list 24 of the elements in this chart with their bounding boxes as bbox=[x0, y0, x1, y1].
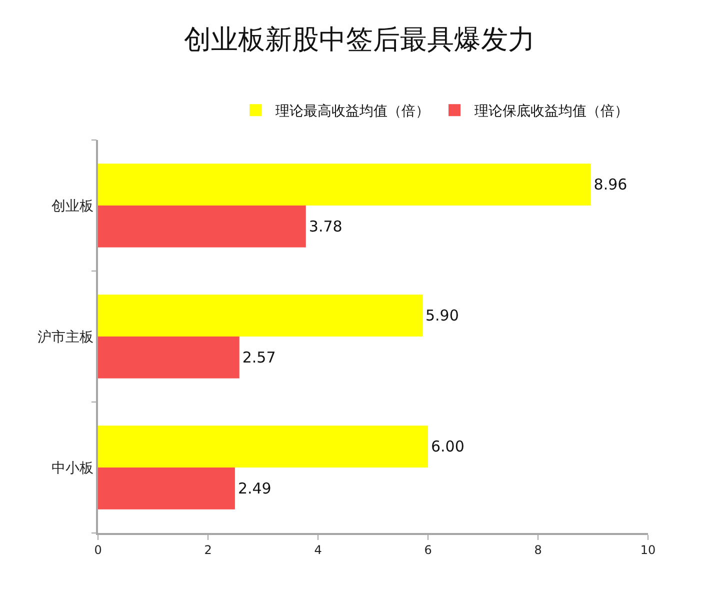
x-tick-label: 10 bbox=[640, 543, 656, 558]
bar bbox=[98, 294, 422, 336]
bar bbox=[98, 426, 428, 468]
data-label: 2.57 bbox=[242, 348, 276, 366]
y-tick-label: 沪市主板 bbox=[37, 329, 94, 346]
bar bbox=[98, 336, 240, 378]
y-tick-label: 创业板 bbox=[51, 198, 94, 214]
x-tick-label: 0 bbox=[94, 543, 102, 558]
x-tick-label: 6 bbox=[424, 543, 432, 558]
y-tick-label: 中小板 bbox=[51, 460, 94, 476]
legend-label: 理论最高收益均值（倍） bbox=[276, 104, 430, 120]
data-label: 6.00 bbox=[431, 438, 464, 456]
data-label: 2.49 bbox=[238, 479, 272, 498]
x-tick-label: 8 bbox=[534, 543, 542, 558]
bar bbox=[98, 206, 306, 248]
data-label: 3.78 bbox=[308, 217, 342, 236]
x-tick-label: 2 bbox=[204, 543, 212, 558]
legend-label: 理论保底收益均值（倍） bbox=[474, 104, 628, 120]
data-label: 5.90 bbox=[426, 306, 459, 325]
bar bbox=[98, 468, 235, 510]
data-label: 8.96 bbox=[594, 176, 628, 194]
x-tick-label: 4 bbox=[314, 543, 322, 558]
bar bbox=[98, 164, 591, 206]
chart-title: 创业板新股中签后最具爆发力 bbox=[184, 24, 535, 56]
